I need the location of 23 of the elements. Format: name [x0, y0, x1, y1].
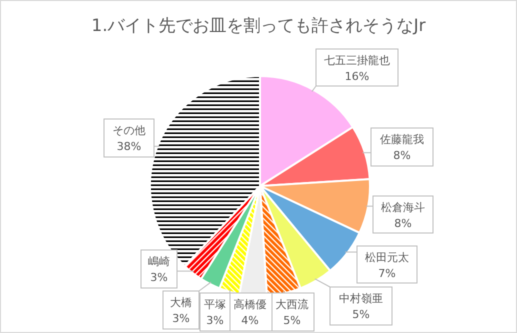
slice-label: 平塚: [204, 298, 226, 311]
data-label: 38%: [116, 140, 142, 153]
slice-label: その他: [112, 124, 146, 137]
slice-label: 佐藤龍我: [380, 133, 424, 146]
slice-label: 七五三掛龍也: [324, 54, 390, 67]
chart-title: 1.バイト先でお皿を割っても許されそうなJr: [91, 16, 426, 36]
slice-label: 松倉海斗: [381, 201, 425, 214]
data-label: 8%: [393, 149, 411, 162]
data-label: 3%: [206, 314, 224, 327]
data-label: 3%: [172, 312, 190, 325]
data-label: 5%: [283, 314, 301, 327]
slice-label: 中村嶺亜: [339, 292, 383, 305]
data-label: 7%: [378, 267, 396, 280]
data-label: 5%: [352, 308, 370, 321]
data-label: 16%: [344, 70, 370, 83]
slice-label: 高橋優: [234, 298, 266, 311]
slice-label: 大西流: [276, 298, 308, 311]
slice-label: 松田元太: [365, 251, 409, 264]
data-label: 4%: [241, 314, 259, 327]
data-label: 8%: [394, 217, 412, 230]
data-label: 3%: [150, 271, 168, 284]
slice-label: 大橋: [170, 296, 192, 309]
slice-label: 嶋崎: [148, 255, 170, 268]
